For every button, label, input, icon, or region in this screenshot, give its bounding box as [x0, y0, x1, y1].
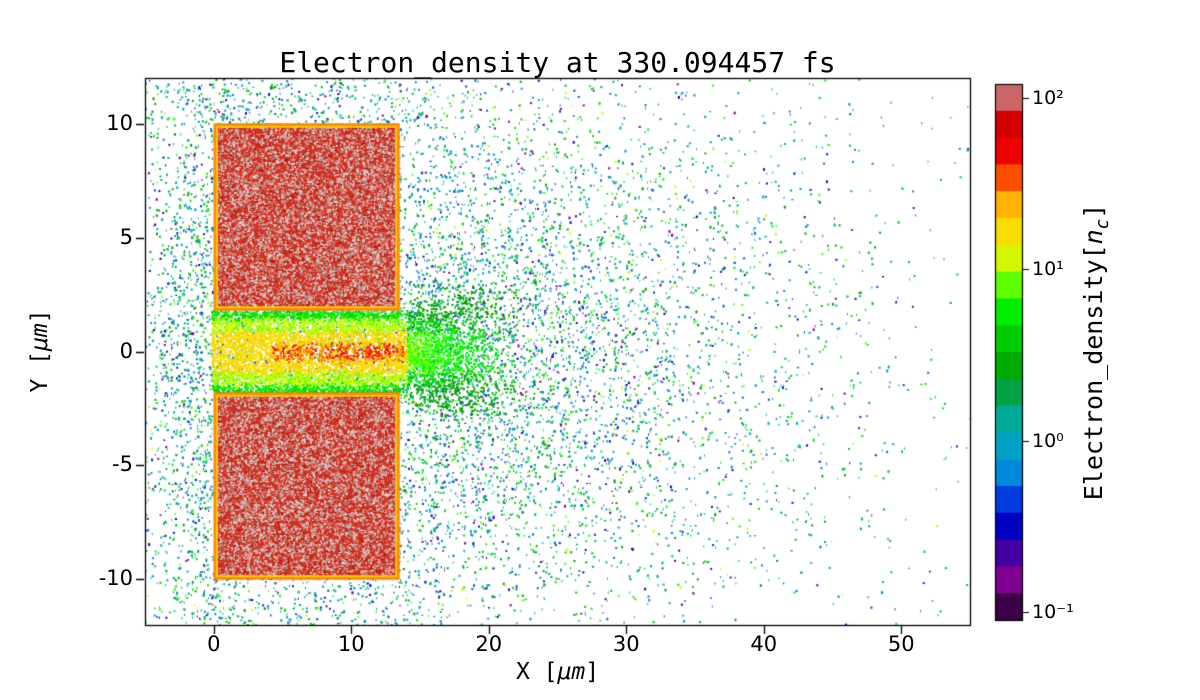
colorbar-tick-label: 10²	[1032, 86, 1064, 109]
y-tick-label: 5	[119, 224, 133, 249]
x-tick-label: 30	[612, 632, 640, 656]
chart-title: Electron_density at 330.094457 fs	[279, 46, 836, 79]
y-axis-label: Y [μm]	[27, 309, 53, 393]
y-tick-label: 0	[119, 338, 133, 363]
y-tick-label: -10	[98, 566, 133, 591]
colorbar-tick-label: 10⁰	[1032, 429, 1064, 452]
x-tick-label: 20	[475, 632, 503, 656]
x-tick-label: 0	[207, 632, 221, 656]
colorbar-tick-label: 10¹	[1032, 258, 1064, 281]
x-tick-label: 50	[887, 632, 915, 656]
colorbar-tick-label: 10⁻¹	[1032, 601, 1074, 624]
y-tick-label: -5	[112, 452, 133, 477]
y-tick-label: 10	[106, 110, 133, 135]
x-axis-label: X [μm]	[515, 659, 600, 685]
x-tick-label: 10	[337, 632, 365, 656]
x-tick-label: 40	[750, 632, 778, 656]
colorbar-label: Electron_density[nc]	[1079, 203, 1113, 501]
